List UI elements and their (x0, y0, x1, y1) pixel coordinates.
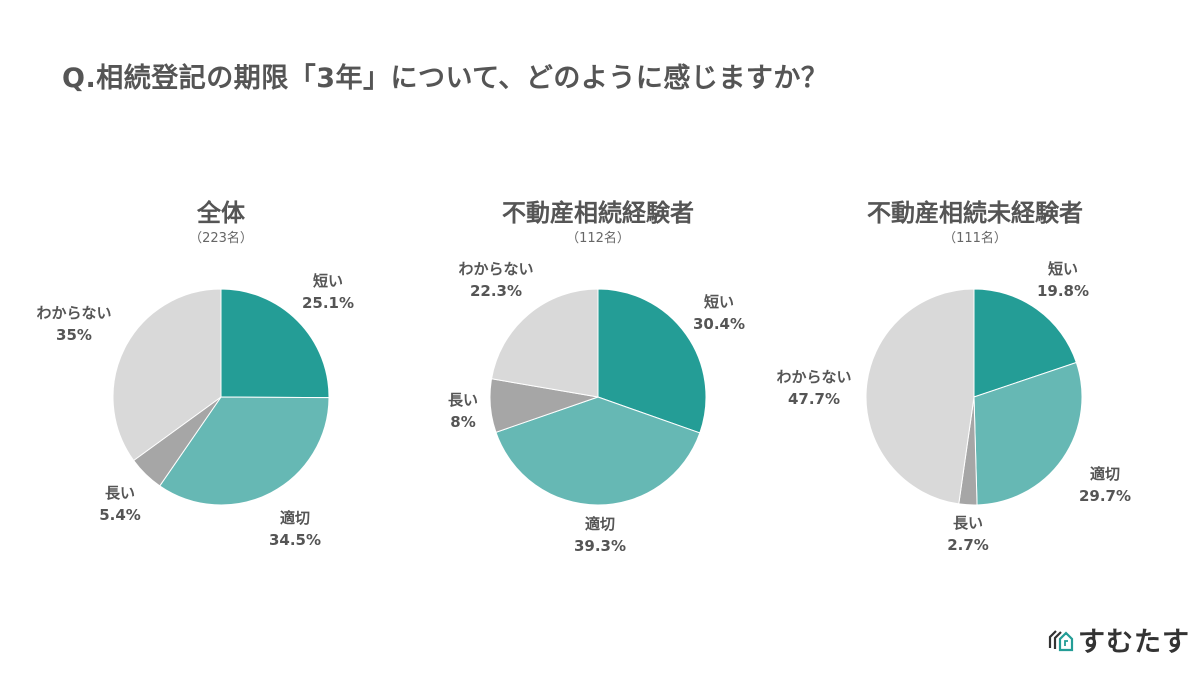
chart-title: 全体 (197, 199, 245, 227)
pie-slice-短い (973, 288, 1077, 398)
chart-sample-size: （111名） (943, 231, 1007, 246)
chart-title: 不動産相続未経験者 (867, 199, 1083, 227)
pie-chart-overall: 全体 （223名） 短い 25.1% 適切 34.5% 長い 5.4% わからない 35… (31, 0, 411, 600)
label-long: 長い 2.7% (947, 514, 989, 554)
label-short: 短い 19.8% (1036, 260, 1090, 300)
label-unknown: わからない 47.7% (776, 368, 852, 408)
pie (112, 288, 330, 506)
pie-slice-短い (220, 288, 330, 399)
label-appropriate: 適切 34.5% (268, 509, 322, 549)
pie (489, 288, 707, 506)
label-appropriate: 適切 39.3% (573, 515, 627, 555)
pie-slice-適切 (159, 396, 330, 506)
pie (865, 288, 1083, 506)
chart-title: 不動産相続経験者 (502, 199, 694, 227)
house-logo-icon (1048, 629, 1074, 651)
label-unknown: わからない 22.3% (458, 260, 534, 300)
label-short: 短い 30.4% (692, 293, 746, 333)
label-appropriate: 適切 29.7% (1078, 465, 1132, 505)
pie-slice-短い (597, 288, 707, 434)
pie-slice-適切 (973, 361, 1083, 506)
label-long: 長い 8% (447, 391, 479, 431)
pie-chart-inexperienced: 不動産相続未経験者 （111名） 短い 19.8% 適切 29.7% 長い 2.7% … (776, 0, 1165, 600)
pie-slice-わからない (112, 288, 222, 462)
pie-slice-わからない (865, 288, 975, 505)
pie-slice-わからない (490, 288, 599, 398)
label-long: 長い 5.4% (99, 484, 141, 524)
label-unknown: わからない 35% (36, 304, 112, 344)
label-short: 短い 25.1% (301, 272, 355, 312)
pie-slice-適切 (495, 396, 701, 506)
chart-sample-size: （223名） (189, 231, 253, 246)
brand-logo: すむたす (1048, 620, 1190, 659)
chart-sample-size: （112名） (566, 231, 630, 246)
page-title: Q.相続登記の期限「3年」について、どのように感じますか？ (62, 63, 829, 94)
brand-name: すむたす (1078, 627, 1190, 658)
pie-chart-experienced: 不動産相続経験者 （112名） 短い 30.4% 適切 39.3% 長い 8% わから… (408, 0, 788, 600)
